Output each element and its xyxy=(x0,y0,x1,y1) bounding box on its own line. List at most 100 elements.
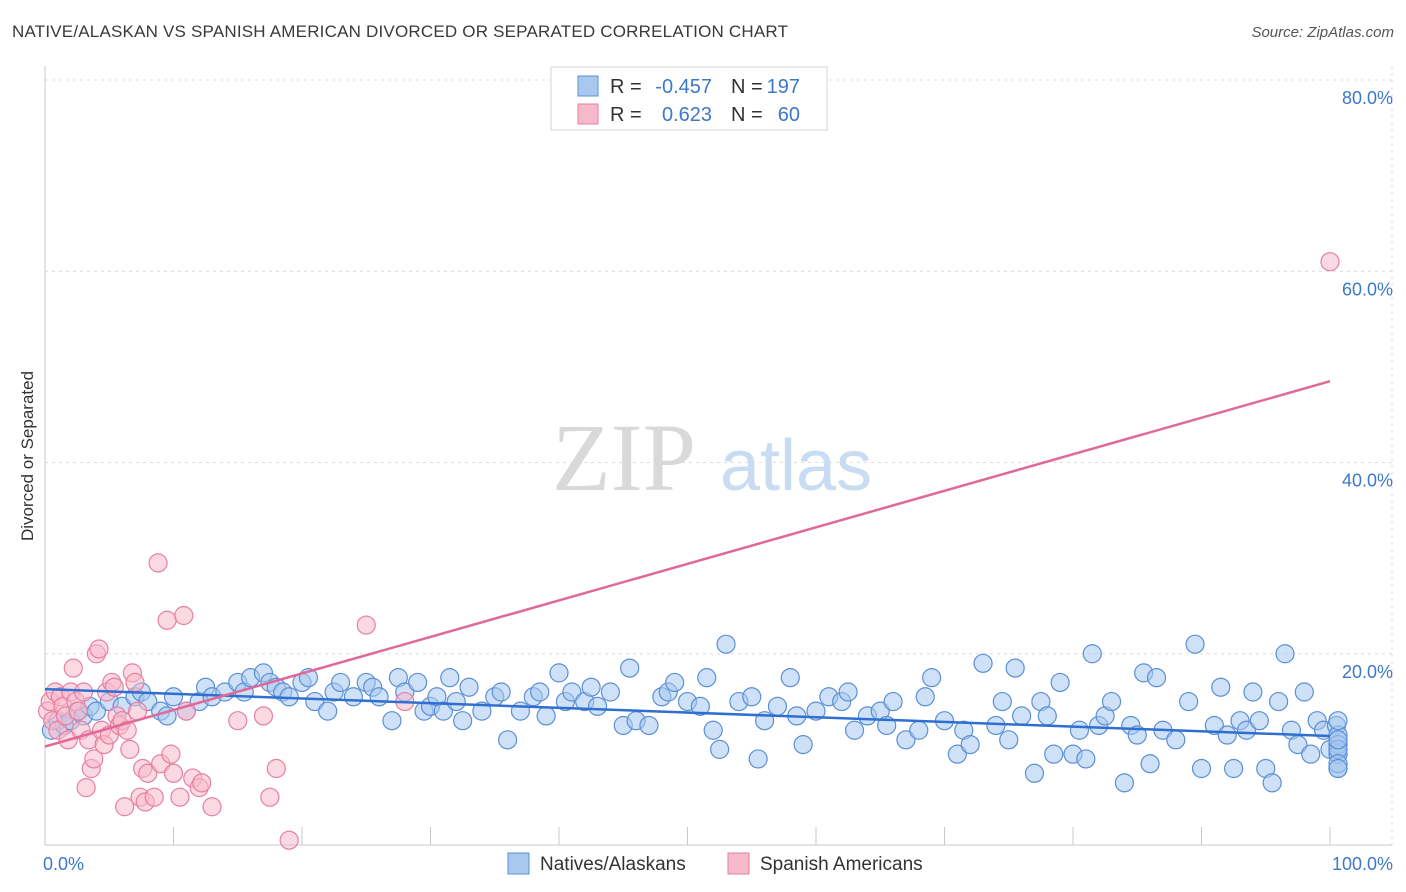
point-0-86 xyxy=(793,734,813,755)
y-tick-labels: 20.0% 40.0% 60.0% 80.0% xyxy=(1342,88,1393,682)
point-0-57 xyxy=(530,682,550,702)
point-0-53 xyxy=(491,682,511,702)
point-0-117 xyxy=(1076,749,1096,769)
point-0-135 xyxy=(1217,725,1237,745)
point-1-59 xyxy=(192,773,212,793)
point-0-47 xyxy=(440,668,460,688)
legend-r-label-0: R = xyxy=(610,76,642,98)
point-0-131 xyxy=(1185,634,1205,654)
point-0-64 xyxy=(587,696,608,716)
point-0-116 xyxy=(1069,720,1090,740)
point-0-91 xyxy=(844,720,865,740)
x-tick-label-1: 100.0% xyxy=(1332,854,1393,874)
y-tick-label-3: 80.0% xyxy=(1342,88,1393,108)
legend-correlation: R = -0.457 N = 197 R = 0.623 N = 60 xyxy=(550,66,828,131)
point-1-40 xyxy=(144,787,164,807)
series-spanish-americans-points xyxy=(37,252,1340,850)
x-tick-labels: 0.0% 100.0% xyxy=(43,854,1393,874)
point-0-65 xyxy=(600,682,621,702)
point-0-148 xyxy=(1301,744,1321,764)
point-0-90 xyxy=(838,682,858,702)
watermark-atlas: atlas xyxy=(720,426,872,506)
y-tick-label-1: 40.0% xyxy=(1342,471,1393,491)
point-0-48 xyxy=(446,691,466,712)
point-0-104 xyxy=(973,653,993,673)
point-0-46 xyxy=(433,701,453,721)
point-1-12 xyxy=(68,701,89,721)
series-legend-swatch-1 xyxy=(727,852,750,875)
point-1-34 xyxy=(125,672,145,693)
point-0-147 xyxy=(1294,682,1314,702)
chart-title: NATIVE/ALASKAN VS SPANISH AMERICAN DIVOR… xyxy=(12,22,789,41)
point-0-105 xyxy=(986,715,1006,736)
point-0-72 xyxy=(665,672,685,693)
point-0-114 xyxy=(1050,672,1070,693)
point-0-138 xyxy=(1236,720,1257,740)
trend-line-0 xyxy=(44,687,1331,738)
point-0-84 xyxy=(780,668,800,688)
point-1-42 xyxy=(157,610,177,630)
point-0-144 xyxy=(1275,644,1295,664)
point-1-52 xyxy=(266,758,286,779)
point-0-34 xyxy=(330,672,351,693)
point-0-127 xyxy=(1146,668,1167,688)
point-0-77 xyxy=(710,739,730,759)
legend-n-value-1: 60 xyxy=(778,104,800,126)
x-tick-label-0: 0.0% xyxy=(43,854,84,874)
trend-lines xyxy=(44,380,1331,748)
point-0-98 xyxy=(915,687,935,707)
legend-n-label-0: N = xyxy=(731,76,763,98)
point-0-143 xyxy=(1268,691,1289,712)
point-0-50 xyxy=(459,677,479,697)
point-0-112 xyxy=(1037,706,1057,726)
legend-r-value-0: -0.457 xyxy=(655,76,712,98)
point-0-87 xyxy=(806,701,826,721)
point-0-35 xyxy=(343,687,363,707)
point-0-113 xyxy=(1044,744,1064,764)
point-0-134 xyxy=(1211,677,1231,697)
legend-r-label-1: R = xyxy=(610,104,642,126)
point-0-162 xyxy=(1328,730,1348,750)
chart-source: Source: ZipAtlas.com xyxy=(1251,24,1394,41)
point-0-99 xyxy=(922,668,942,688)
point-0-78 xyxy=(716,634,736,654)
point-1-31 xyxy=(117,720,137,740)
point-1-44 xyxy=(170,787,190,807)
point-0-106 xyxy=(992,691,1012,712)
point-0-38 xyxy=(369,687,389,707)
point-1-39 xyxy=(138,763,158,783)
point-0-61 xyxy=(562,682,582,702)
point-0-55 xyxy=(510,701,531,721)
point-0-121 xyxy=(1101,691,1122,712)
point-0-67 xyxy=(620,658,640,678)
point-1-58 xyxy=(174,605,194,626)
y-tick-label-2: 60.0% xyxy=(1342,279,1393,299)
point-0-124 xyxy=(1127,725,1147,745)
point-0-49 xyxy=(453,711,473,731)
point-0-15 xyxy=(163,687,184,707)
point-1-56 xyxy=(148,553,168,573)
point-0-122 xyxy=(1114,773,1135,793)
point-0-97 xyxy=(909,720,929,740)
point-1-53 xyxy=(279,830,299,850)
point-0-164 xyxy=(1328,711,1348,731)
point-0-103 xyxy=(960,734,980,755)
point-1-30 xyxy=(115,797,135,817)
point-0-108 xyxy=(1005,658,1025,678)
legend-swatch-0 xyxy=(577,75,599,97)
point-0-81 xyxy=(748,749,768,769)
trend-line-1 xyxy=(44,380,1331,748)
legend-r-value-1: 0.623 xyxy=(662,104,712,126)
point-0-95 xyxy=(883,691,903,712)
point-0-59 xyxy=(549,663,569,683)
point-0-107 xyxy=(999,730,1019,750)
point-0-51 xyxy=(472,701,492,721)
point-0-110 xyxy=(1024,763,1045,783)
point-0-39 xyxy=(382,711,402,731)
legend-n-value-0: 197 xyxy=(767,76,800,98)
point-0-126 xyxy=(1140,754,1160,774)
point-1-43 xyxy=(163,763,184,783)
point-1-15 xyxy=(76,778,96,798)
point-0-142 xyxy=(1262,773,1282,793)
